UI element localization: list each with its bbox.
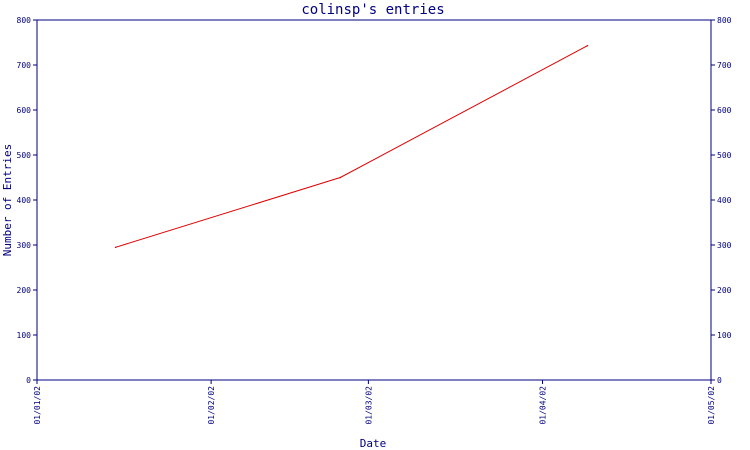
y-tick-label-right: 500 bbox=[717, 151, 732, 160]
y-tick-label-right: 600 bbox=[717, 106, 732, 115]
series-layer bbox=[114, 44, 589, 249]
y-axis-title: Number of Entries bbox=[1, 144, 14, 257]
y-tick-label-right: 100 bbox=[717, 331, 732, 340]
y-tick-label-left: 100 bbox=[17, 331, 32, 340]
series-line bbox=[115, 45, 588, 248]
y-axis-left: 0 100 200 300 400 500 600 700 800 bbox=[17, 16, 37, 385]
y-tick-label-left: 500 bbox=[17, 151, 32, 160]
x-tick-label: 01/04/02 bbox=[539, 386, 548, 425]
y-tick-label-right: 400 bbox=[717, 196, 732, 205]
y-tick-label-right: 0 bbox=[717, 376, 722, 385]
y-tick-label-right: 700 bbox=[717, 61, 732, 70]
x-tick-label: 01/01/02 bbox=[33, 386, 42, 425]
y-tick-label-left: 0 bbox=[26, 376, 31, 385]
y-tick-label-right: 200 bbox=[717, 286, 732, 295]
x-tick-label: 01/05/02 bbox=[707, 386, 716, 425]
y-tick-label-left: 400 bbox=[17, 196, 32, 205]
data-point bbox=[586, 44, 589, 47]
y-tick-label-left: 800 bbox=[17, 16, 32, 25]
y-axis-right: 0 100 200 300 400 500 600 700 800 bbox=[711, 16, 732, 385]
y-tick-label-left: 600 bbox=[17, 106, 32, 115]
y-tick-label-left: 300 bbox=[17, 241, 32, 250]
y-tick-label-left: 700 bbox=[17, 61, 32, 70]
plot-area bbox=[36, 19, 712, 381]
chart-title: colinsp's entries bbox=[301, 2, 444, 18]
data-point bbox=[114, 246, 117, 249]
x-axis-title: Date bbox=[360, 437, 387, 450]
x-tick-label: 01/02/02 bbox=[207, 386, 216, 425]
y-tick-label-right: 800 bbox=[717, 16, 732, 25]
data-point bbox=[339, 176, 342, 179]
x-tick-label: 01/03/02 bbox=[364, 386, 373, 425]
y-tick-label-right: 300 bbox=[717, 241, 732, 250]
x-axis: 01/01/02 01/02/02 01/03/02 01/04/02 01/05/02 bbox=[33, 380, 716, 425]
y-tick-label-left: 200 bbox=[17, 286, 32, 295]
